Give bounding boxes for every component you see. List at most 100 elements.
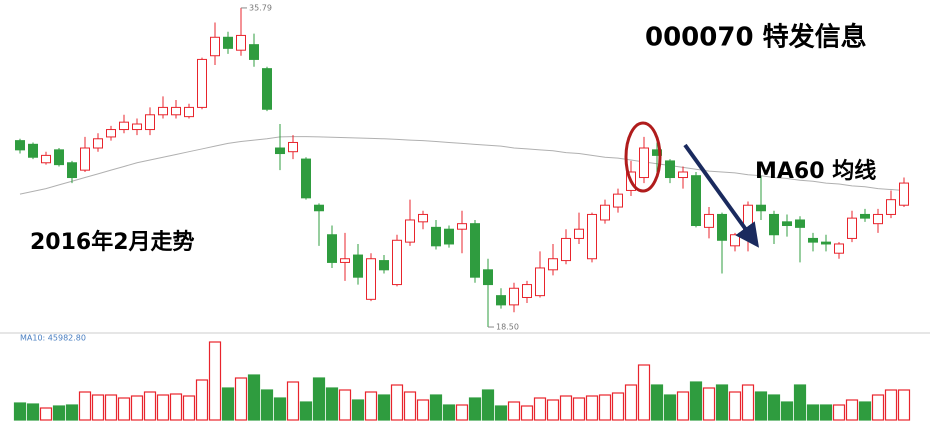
volume-bar	[676, 391, 690, 421]
candle-body	[41, 154, 51, 164]
volume-bar	[624, 384, 638, 421]
ma-line	[19, 136, 905, 195]
extreme-label: 18.50	[496, 323, 519, 332]
volume-bar	[546, 399, 560, 421]
volume-bar	[468, 397, 482, 421]
candle-body	[158, 106, 168, 116]
volume-bar	[39, 407, 53, 421]
volume-bar	[351, 399, 365, 421]
candle-body	[834, 243, 844, 254]
candle-body	[496, 295, 506, 306]
volume-bar	[338, 389, 352, 421]
candle-body	[483, 269, 493, 286]
volume-bar	[169, 393, 183, 421]
volume-bar	[416, 399, 430, 421]
candle-body	[15, 140, 25, 151]
candle-body	[327, 234, 337, 263]
candle-body	[171, 106, 181, 116]
candle-body	[184, 106, 194, 118]
volume-bar	[442, 404, 456, 421]
volume-bar	[611, 392, 625, 421]
volume-bar	[598, 394, 612, 421]
candle-body	[301, 158, 311, 199]
volume-label: MA10: 45982.80	[20, 334, 86, 343]
volume-bar	[767, 394, 781, 421]
candle-body	[587, 213, 597, 260]
candle-body	[613, 193, 623, 208]
volume-bar	[585, 395, 599, 421]
candle-body	[379, 260, 389, 271]
volume-bar	[780, 401, 794, 421]
candle-body	[691, 175, 701, 227]
candle-body	[509, 287, 519, 306]
volume-bar	[403, 391, 417, 421]
volume-bar	[858, 401, 872, 421]
candle-body	[795, 219, 805, 228]
volume-bar	[806, 404, 820, 421]
volume-bar	[390, 384, 404, 421]
volume-bar	[26, 403, 40, 421]
volume-bar	[13, 402, 27, 421]
candle-body	[886, 199, 896, 215]
candle-body	[457, 223, 467, 230]
volume-bar	[572, 397, 586, 421]
candle-body	[223, 36, 233, 49]
volume-bar	[507, 401, 521, 421]
volume-bar	[897, 389, 911, 421]
candle-body	[717, 213, 727, 241]
candle-body	[145, 114, 155, 131]
volume-bar	[117, 397, 131, 421]
volume-bar	[832, 404, 846, 421]
candle-body	[808, 237, 818, 243]
volume-bar	[143, 391, 157, 421]
volume-bar	[494, 405, 508, 421]
candle-body	[236, 34, 246, 51]
candle-body	[106, 129, 116, 138]
volume-panel	[13, 341, 911, 421]
candle-body	[405, 219, 415, 243]
candle-body	[353, 254, 363, 278]
volume-bar	[520, 405, 534, 421]
volume-bar	[364, 391, 378, 421]
volume-bar	[221, 387, 235, 421]
volume-bar	[234, 377, 248, 421]
volume-bar	[429, 394, 443, 421]
volume-bar	[78, 391, 92, 421]
candle-body	[119, 121, 129, 131]
volume-bar	[260, 389, 274, 421]
trend-arrow	[683, 143, 760, 248]
candle-body	[262, 68, 272, 110]
candle-body	[574, 228, 584, 239]
volume-bar	[104, 394, 118, 421]
volume-bar	[559, 395, 573, 421]
candle-body	[210, 36, 220, 57]
candle-body	[600, 204, 610, 221]
volume-bar	[819, 404, 833, 421]
volume-bar	[325, 387, 339, 421]
volume-bar	[637, 364, 651, 421]
chart-subtitle: 2016年2月走势	[30, 229, 195, 255]
candle-body	[366, 258, 376, 300]
extreme-label: 35.79	[249, 3, 272, 12]
ma-label: MA60 均线	[755, 158, 876, 184]
candle-body	[67, 162, 77, 179]
volume-bar	[689, 381, 703, 421]
volume-bar	[195, 379, 209, 421]
candle-body	[704, 213, 714, 228]
volume-bar	[754, 391, 768, 421]
volume-bar	[312, 377, 326, 421]
volume-bar	[91, 394, 105, 421]
volume-bar	[702, 387, 716, 421]
volume-bar	[273, 397, 287, 421]
candle-body	[249, 44, 259, 60]
candle-body	[730, 234, 740, 247]
candle-body	[275, 147, 285, 155]
volume-bar	[741, 384, 755, 421]
chart-title: 000070 特发信息	[645, 22, 867, 53]
candle-body	[899, 182, 909, 206]
volume-bar	[377, 394, 391, 421]
volume-bar	[156, 394, 170, 421]
candle-body	[821, 241, 831, 245]
candle-body	[665, 160, 675, 179]
